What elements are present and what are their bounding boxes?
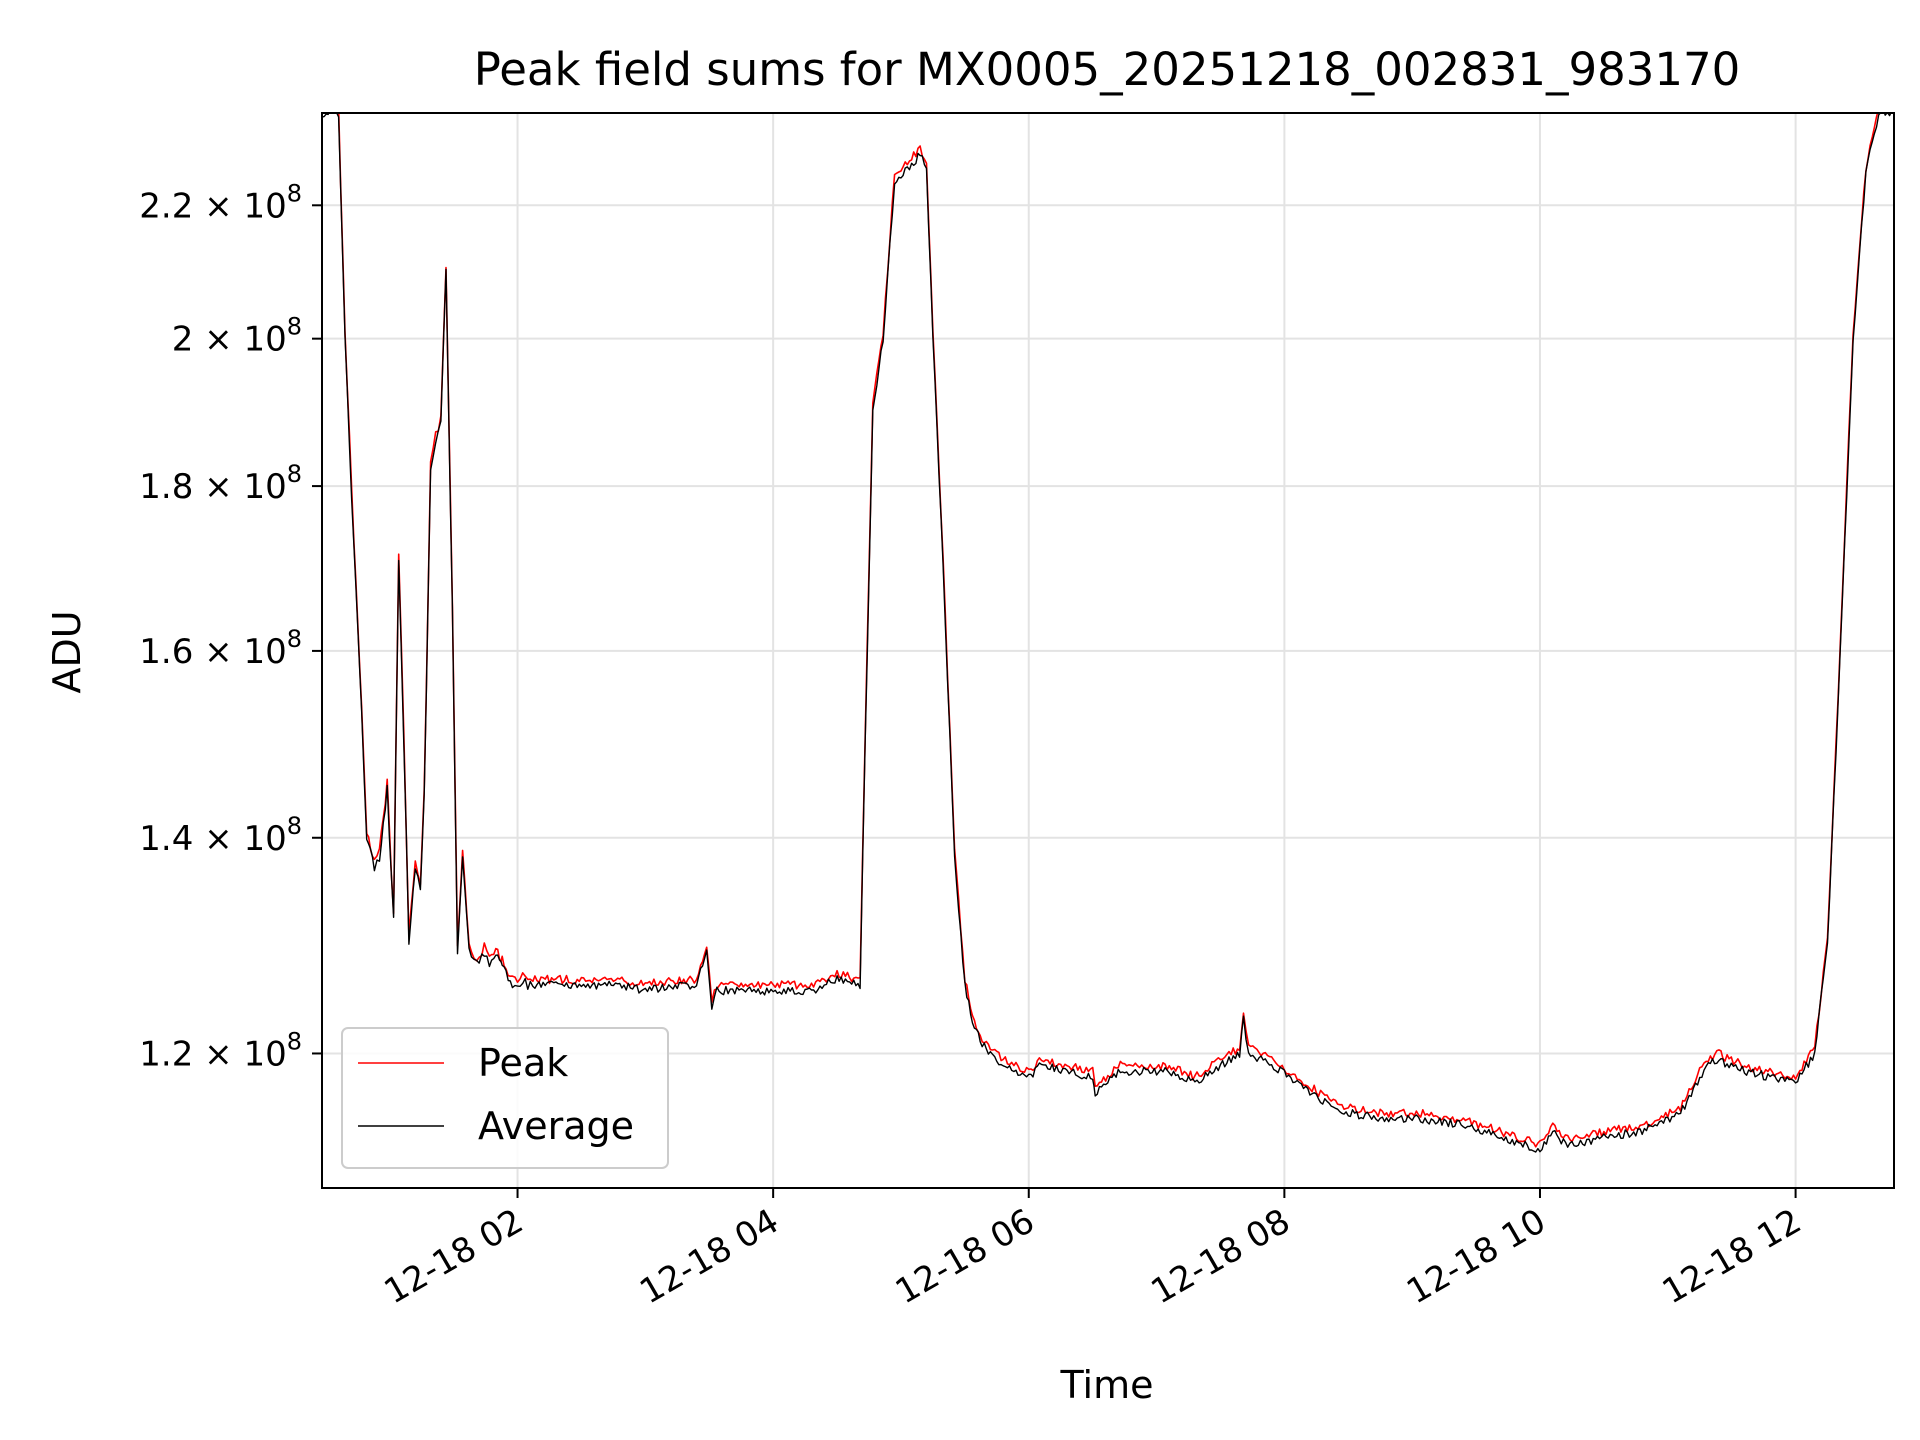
y-axis-label: ADU [45,610,89,693]
legend-label-average: Average [478,1104,634,1148]
y-tick-label: 1.8 × 108 [139,460,302,507]
series-line-peak [337,113,1879,1148]
y-axis: 1.2 × 108 1.4 × 108 1.6 × 108 1.8 × 108 2 × … [139,179,322,1074]
y-tick-label: 2.2 × 108 [139,179,302,226]
x-axis-label: Time [1060,1363,1154,1407]
legend-label-peak: Peak [478,1041,568,1085]
chart-title: Peak field sums for MX0005_20251218_0028… [474,43,1741,96]
series-line-average [322,113,1894,1153]
y-tick-label: 1.2 × 108 [139,1027,302,1074]
y-tick-label: 1.6 × 108 [139,625,302,672]
y-tick-label: 1.4 × 108 [139,812,302,859]
series-layer [322,113,1894,1153]
y-tick-label: 2 × 108 [172,313,302,360]
legend: Peak Average [341,1027,669,1169]
